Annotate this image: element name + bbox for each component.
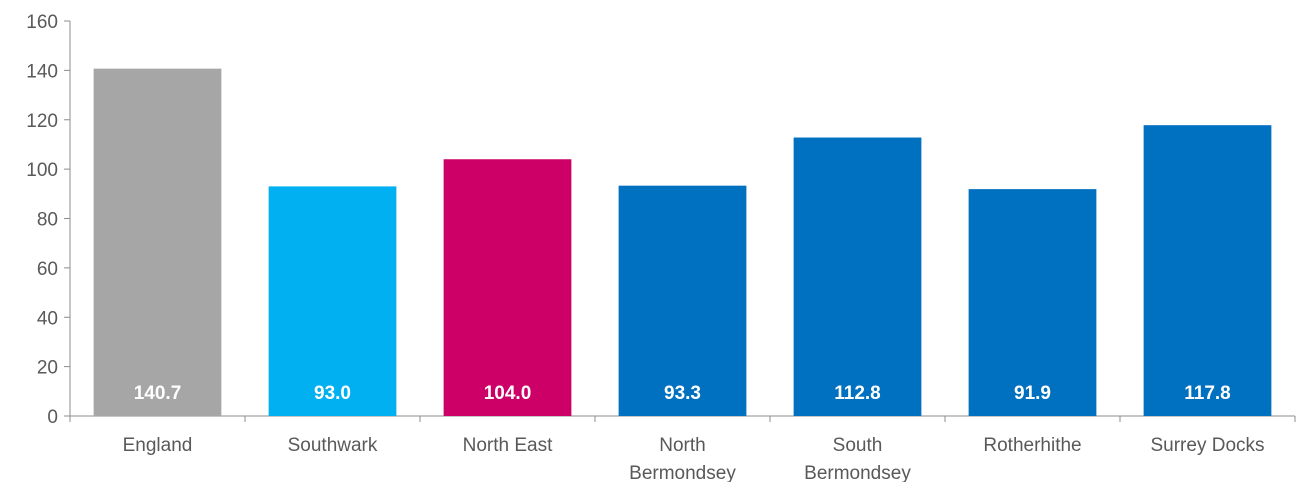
category-label: North East [463,435,553,456]
y-tick-label: 120 [26,111,58,132]
bar-value-label: 91.9 [1014,383,1051,404]
bars-group [93,68,1272,417]
bar-value-label: 104.0 [484,383,532,404]
bar [968,189,1097,416]
bar [618,185,747,416]
bar [793,137,922,416]
y-tick-label: 80 [37,210,58,231]
category-label: Surrey Docks [1150,435,1264,456]
data-labels-group: 140.7 93.0 104.0 93.3 112.8 91.9 117.8 [134,383,1231,404]
y-tick-label: 60 [37,259,58,280]
bar-value-label: 93.3 [664,383,701,404]
bar [1143,125,1272,417]
y-tick-label: 20 [37,358,58,379]
category-label: England [123,435,193,456]
bar [268,186,397,416]
category-label: North Bermondsey [629,435,736,482]
bar-value-label: 112.8 [834,383,881,404]
x-axis: England Southwark North East North Bermondse… [69,415,1296,482]
y-tick-label: 0 [47,407,58,428]
category-label: South Bermondsey [804,435,911,482]
bar-value-label: 93.0 [314,383,351,404]
bar-value-label: 117.8 [1184,383,1231,404]
bar-value-label: 140.7 [134,383,182,404]
y-tick-label: 140 [26,61,58,82]
y-tick-label: 100 [26,160,58,181]
bar [443,159,572,416]
category-label: Southwark [288,435,378,456]
category-label: Rotherhithe [983,435,1081,456]
y-tick-label: 40 [37,308,58,329]
bar [93,68,222,416]
y-axis: 0 20 40 60 80 100 120 140 160 [26,12,71,428]
y-tick-label: 160 [26,12,58,33]
